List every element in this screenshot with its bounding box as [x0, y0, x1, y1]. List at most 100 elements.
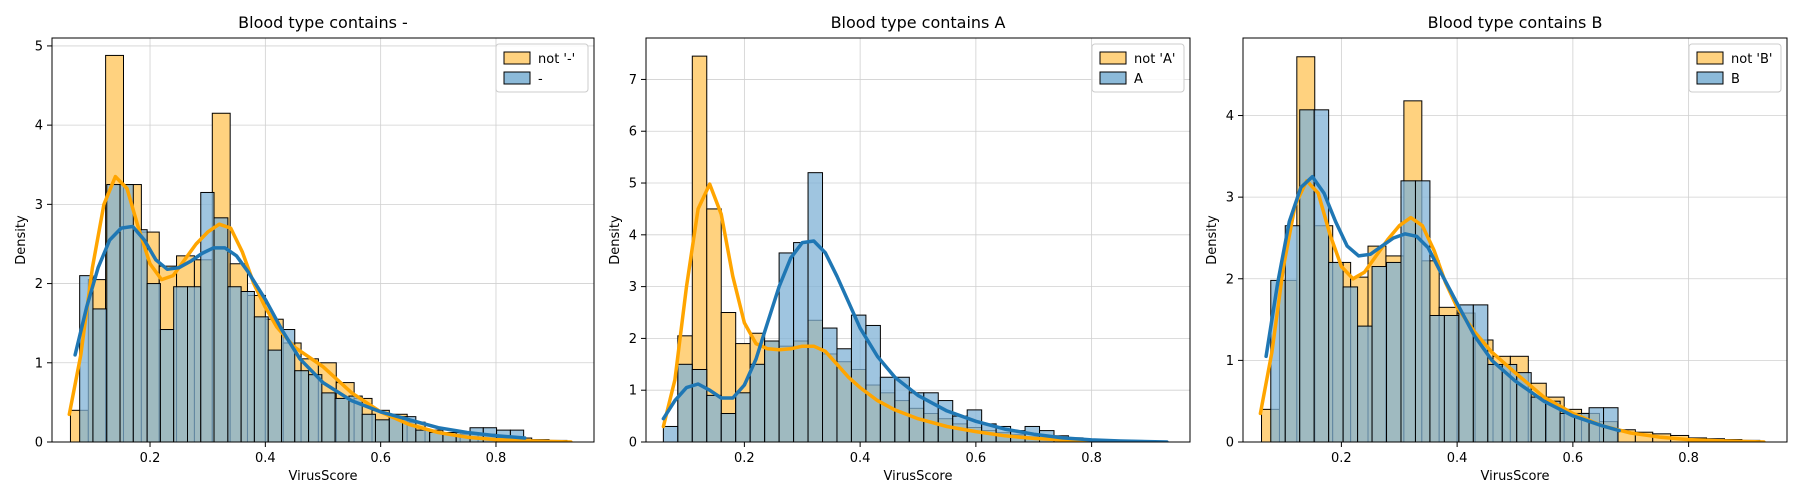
- histogram-bar: [334, 397, 350, 442]
- y-tick-label: 0: [629, 436, 637, 451]
- kde-line-1: [67, 174, 573, 442]
- histogram-bar: [720, 413, 737, 442]
- histogram-bar: [1371, 266, 1388, 442]
- histogram-bar: [213, 217, 229, 442]
- histogram-bar: [1414, 180, 1431, 442]
- legend-swatch-2: [1696, 71, 1724, 85]
- histogram-bar: [822, 327, 838, 442]
- histogram-bar: [793, 242, 809, 442]
- histogram-bar: [807, 172, 824, 442]
- histogram-bar: [677, 363, 693, 442]
- y-tick-label: 2: [1226, 272, 1234, 287]
- legend-swatch-2: [1099, 71, 1127, 85]
- x-axis-label: VirusScore: [884, 469, 953, 484]
- legend-label-2: -: [538, 72, 543, 87]
- histogram-bar: [1443, 314, 1460, 442]
- x-tick-label: 0.4: [1447, 451, 1468, 466]
- histogram-bar: [253, 316, 269, 442]
- y-tick-label: 3: [1226, 191, 1234, 206]
- kde-line-1: [661, 182, 1123, 442]
- histogram-bar: [308, 374, 323, 442]
- plot-area: [661, 55, 1169, 442]
- histogram-series-2: [1270, 109, 1619, 442]
- histogram-bar: [691, 368, 708, 442]
- histogram-bar: [1342, 286, 1359, 442]
- chart-title: Blood type contains -: [238, 13, 408, 32]
- histogram-bar: [415, 429, 431, 442]
- y-tick-label: 4: [35, 119, 43, 134]
- x-tick-label: 0.4: [255, 451, 276, 466]
- y-tick-label: 2: [629, 332, 637, 347]
- histogram-bar: [764, 340, 780, 442]
- x-tick-label: 0.6: [966, 451, 987, 466]
- histogram-bar: [735, 392, 751, 442]
- histogram-bar: [132, 229, 148, 442]
- kde-line-2: [661, 239, 1169, 442]
- histogram-bar: [1603, 407, 1619, 442]
- histogram-bar: [159, 329, 175, 442]
- legend-swatch-1: [1696, 51, 1724, 65]
- legend-label-1: not 'A': [1134, 52, 1175, 67]
- y-tick-label: 5: [35, 39, 43, 54]
- histogram-bar: [240, 290, 255, 442]
- histogram-bar: [1487, 363, 1503, 442]
- legend-swatch-2: [503, 71, 531, 85]
- legend-label-2: B: [1731, 72, 1740, 87]
- histogram-bar: [749, 363, 766, 442]
- y-tick-label: 3: [35, 198, 43, 213]
- histogram-bar: [187, 286, 202, 442]
- histogram-bar: [92, 308, 108, 442]
- histogram-bar: [1559, 412, 1576, 442]
- histogram-bar: [294, 370, 310, 442]
- histogram-bar: [106, 184, 121, 442]
- y-axis-label: Density: [14, 215, 29, 265]
- chart-title: Blood type contains A: [831, 13, 1006, 32]
- legend-label-2: A: [1134, 72, 1143, 87]
- legend: not 'B' B: [1688, 43, 1782, 93]
- legend: not '-' -: [495, 43, 589, 93]
- kde-line-2: [73, 224, 527, 440]
- histogram-bar: [706, 394, 722, 442]
- legend: not 'A' A: [1091, 43, 1185, 93]
- x-tick-label: 0.2: [140, 451, 161, 466]
- kde-line-2: [1264, 174, 1621, 433]
- y-tick-label: 4: [1226, 109, 1234, 124]
- histogram-bar: [1284, 225, 1301, 442]
- y-tick-label: 5: [629, 177, 637, 192]
- legend-label-1: not '-': [538, 52, 575, 67]
- y-axis-label: Density: [608, 215, 623, 265]
- legend-swatch-1: [1099, 51, 1127, 65]
- histogram-bar: [1386, 261, 1402, 442]
- histogram-bar: [966, 409, 983, 442]
- y-tick-label: 1: [629, 384, 637, 399]
- chart-panel-3: 0.2 0.4 0.6 0.8 0 1 2 3 4 Blood type contains B Vi…: [1205, 13, 1788, 484]
- y-tick-label: 4: [629, 228, 637, 243]
- x-tick-label: 0.6: [370, 451, 391, 466]
- axes-frame: [51, 37, 595, 443]
- y-tick-label: 6: [629, 125, 637, 140]
- histogram-bar: [836, 348, 852, 442]
- y-tick-label: 0: [35, 436, 43, 451]
- histogram-bar: [1530, 396, 1547, 442]
- axes-frame: [645, 37, 1191, 443]
- y-tick-label: 3: [629, 280, 637, 295]
- y-tick-label: 1: [1226, 354, 1234, 369]
- chart-title: Blood type contains B: [1428, 13, 1603, 32]
- histogram-bar: [146, 283, 161, 442]
- histogram-bar: [321, 392, 336, 442]
- x-tick-label: 0.2: [1331, 451, 1352, 466]
- histogram-bar: [662, 425, 679, 442]
- histogram-bar: [119, 184, 134, 442]
- x-tick-label: 0.8: [1081, 451, 1102, 466]
- histogram-bar: [1299, 109, 1315, 442]
- plot-area: [67, 54, 573, 442]
- chart-panel-1: 0.2 0.4 0.6 0.8 0 1 2 3 4 5 Blood type contains - V…: [14, 13, 595, 484]
- histogram-bar: [267, 349, 282, 442]
- x-axis-label: VirusScore: [289, 469, 358, 484]
- histogram-bar: [227, 286, 242, 442]
- histogram-bar: [374, 419, 390, 442]
- x-axis-label: VirusScore: [1481, 469, 1550, 484]
- histogram-bar: [1328, 261, 1344, 442]
- legend-swatch-1: [503, 51, 531, 65]
- histogram-series-2: [79, 184, 525, 442]
